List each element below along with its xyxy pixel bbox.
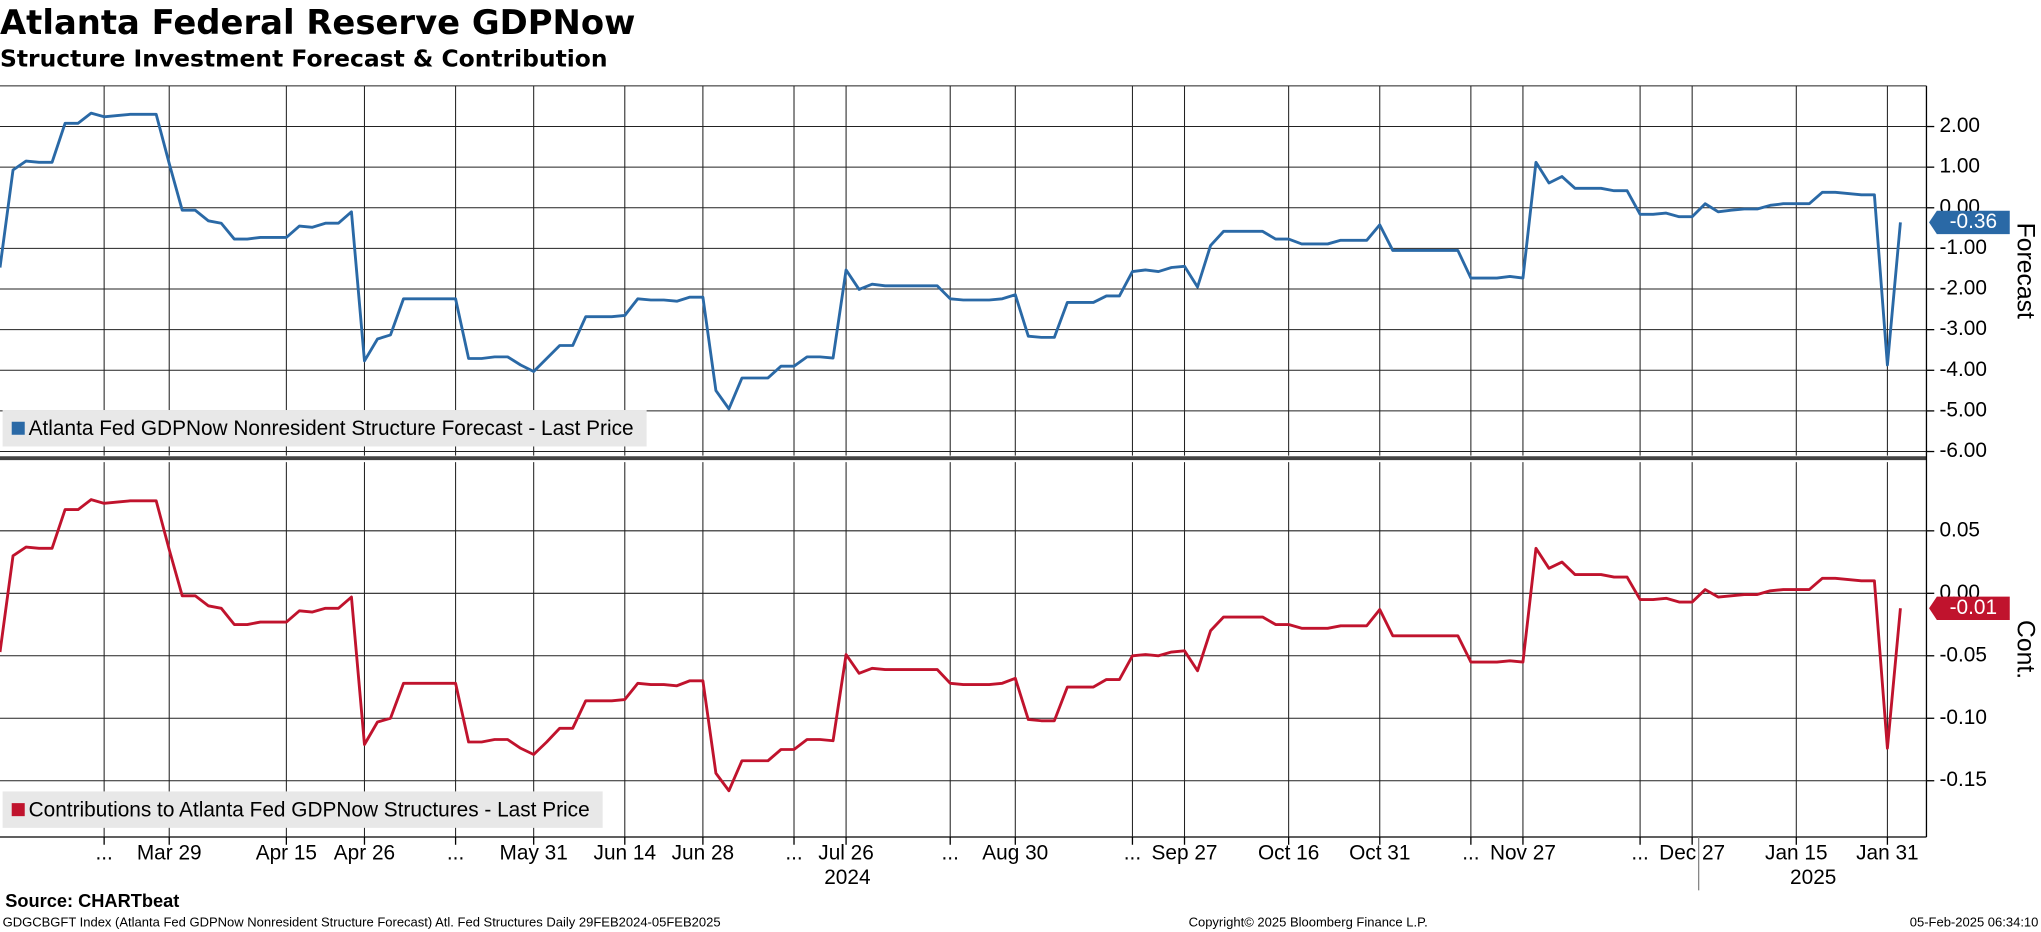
y-tick-label: -6.00: [1939, 439, 1986, 462]
footer-left: GDGCBGFT Index (Atlanta Fed GDPNow Nonre…: [3, 914, 721, 929]
year-label: 2025: [1790, 866, 1836, 889]
x-tick-label: May 31: [500, 841, 568, 864]
x-tick-label: ...: [447, 841, 464, 864]
y-tick-label: -4.00: [1939, 358, 1986, 381]
y-tick-label: 0.05: [1939, 518, 1980, 541]
chart-title: Atlanta Federal Reserve GDPNow: [0, 3, 635, 42]
series-line: [0, 111, 1902, 411]
footer-right: 05-Feb-2025 06:34:10: [1910, 914, 2039, 929]
x-tick-label: Sep 27: [1152, 841, 1218, 864]
x-tick-label: ...: [1631, 841, 1648, 864]
y-tick-label: -3.00: [1939, 317, 1986, 340]
year-label: 2024: [824, 866, 870, 889]
x-tick-label: Jan 15: [1765, 841, 1827, 864]
last-value-label: -0.01: [1950, 596, 1997, 619]
x-tick-label: Apr 26: [334, 841, 395, 864]
y-tick-label: -0.10: [1939, 706, 1986, 729]
legend-box: [2, 410, 647, 447]
y-tick-label: -1.00: [1939, 236, 1986, 259]
y-tick-label: -5.00: [1939, 398, 1986, 421]
x-tick-label: ...: [1124, 841, 1141, 864]
x-tick-label: Jul 26: [818, 841, 874, 864]
x-tick-label: ...: [95, 841, 112, 864]
y-axis-title: Forecast: [2012, 223, 2039, 319]
y-tick-label: -2.00: [1939, 277, 1986, 300]
x-tick-label: Oct 16: [1258, 841, 1319, 864]
legend-label: Contributions to Atlanta Fed GDPNow Stru…: [29, 798, 590, 821]
x-tick-label: Jun 28: [672, 841, 735, 864]
footer-center: Copyright© 2025 Bloomberg Finance L.P.: [1189, 914, 1428, 929]
legend-box: [2, 791, 603, 828]
x-tick-label: ...: [1462, 841, 1479, 864]
chart-subtitle: Structure Investment Forecast & Contribu…: [0, 44, 608, 72]
x-tick-label: ...: [785, 841, 802, 864]
x-tick-label: Nov 27: [1490, 841, 1556, 864]
y-tick-label: -0.05: [1939, 643, 1986, 666]
legend-label: Atlanta Fed GDPNow Nonresident Structure…: [29, 417, 634, 440]
x-tick-label: Dec 27: [1659, 841, 1725, 864]
y-tick-label: 1.00: [1939, 155, 1980, 178]
x-tick-label: Mar 29: [137, 841, 202, 864]
x-tick-label: Apr 15: [256, 841, 317, 864]
last-value-tag: [1929, 596, 2010, 621]
y-axis-title: Cont.: [2012, 620, 2039, 679]
x-tick-label: ...: [942, 841, 959, 864]
last-value-tag: [1929, 210, 2010, 235]
y-tick-label: -0.15: [1939, 768, 1986, 791]
y-tick-label: 2.00: [1939, 114, 1980, 137]
source: Source: CHARTbeat: [5, 891, 179, 911]
x-tick-label: Oct 31: [1349, 841, 1410, 864]
x-tick-label: Jun 14: [594, 841, 657, 864]
last-value-label: -0.36: [1950, 210, 1997, 233]
legend-swatch: [11, 421, 25, 435]
series-line: [0, 498, 1902, 793]
x-tick-label: Aug 30: [982, 841, 1048, 864]
legend-swatch: [11, 803, 25, 817]
x-tick-label: Jan 31: [1856, 841, 1918, 864]
